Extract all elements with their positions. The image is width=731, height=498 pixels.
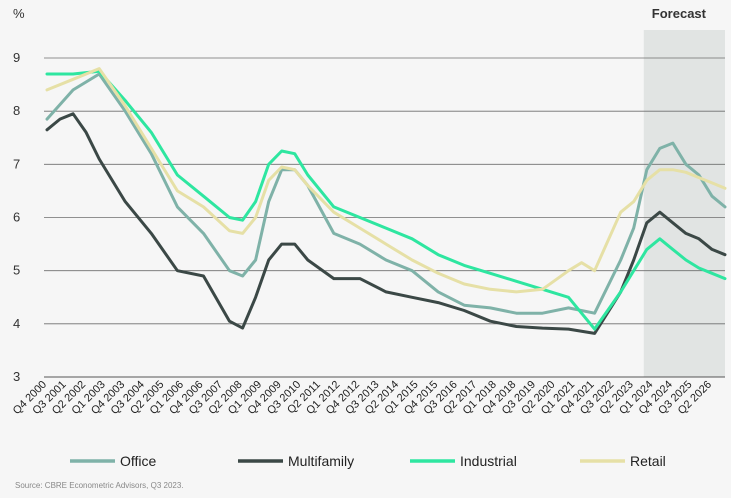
series-lines bbox=[45, 67, 727, 335]
legend-item-office: Office bbox=[70, 453, 157, 469]
source-note: Source: CBRE Econometric Advisors, Q3 20… bbox=[15, 481, 184, 490]
series-line-retail bbox=[45, 67, 727, 294]
y-tick-label: 5 bbox=[13, 263, 20, 278]
y-tick-label: 4 bbox=[13, 316, 20, 331]
y-tick-label: 6 bbox=[13, 210, 20, 225]
y-tick-label: 3 bbox=[13, 369, 20, 384]
legend-item-retail: Retail bbox=[580, 453, 666, 469]
y-axis-ticks: 3 4 5 6 7 8 9 bbox=[13, 50, 20, 384]
y-axis-unit-label: % bbox=[13, 6, 25, 21]
y-tick-label: 7 bbox=[13, 156, 20, 171]
forecast-label: Forecast bbox=[652, 6, 707, 21]
legend-label: Multifamily bbox=[288, 453, 354, 469]
legend-label: Office bbox=[120, 453, 157, 469]
y-tick-label: 9 bbox=[13, 50, 20, 65]
legend-label: Industrial bbox=[460, 453, 517, 469]
legend: Office Multifamily Industrial Retail bbox=[70, 453, 666, 469]
series-line-industrial bbox=[45, 69, 727, 331]
legend-item-industrial: Industrial bbox=[410, 453, 517, 469]
legend-label: Retail bbox=[630, 453, 666, 469]
forecast-band bbox=[643, 30, 725, 377]
series-line-multifamily bbox=[45, 112, 727, 335]
series-line-office bbox=[45, 72, 727, 315]
legend-item-multifamily: Multifamily bbox=[238, 453, 354, 469]
y-tick-label: 8 bbox=[13, 103, 20, 118]
